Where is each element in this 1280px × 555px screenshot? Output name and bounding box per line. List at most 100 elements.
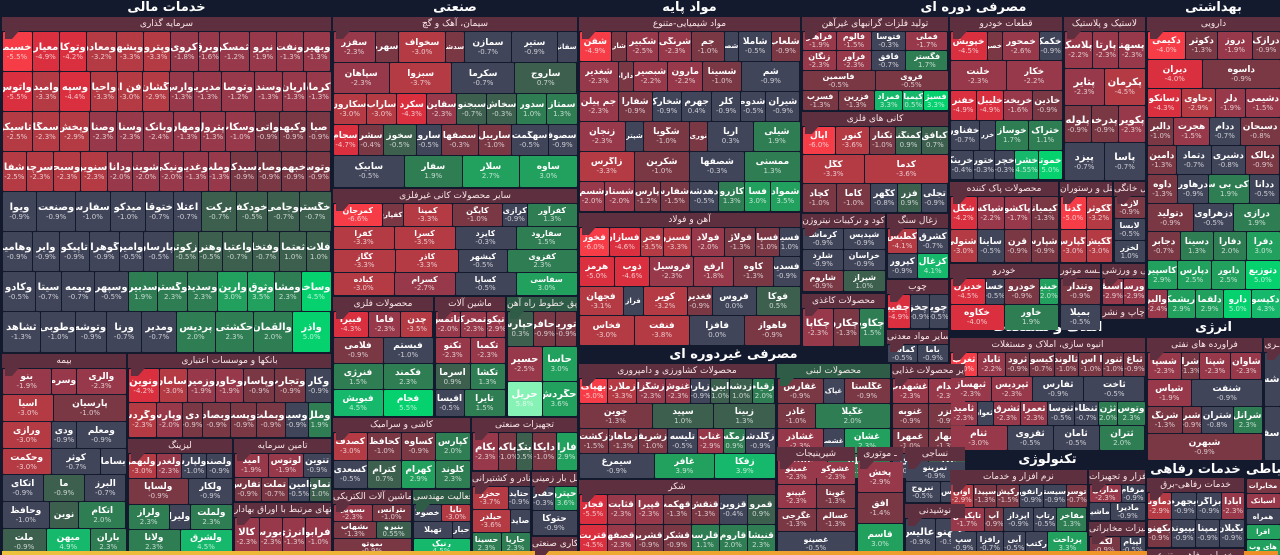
stock-cell[interactable]: ساراب -3.0% [367, 93, 397, 125]
stock-cell[interactable]: فاراک2.9% [556, 432, 577, 470]
stock-cell[interactable]: شگویا -1.0% [643, 121, 689, 151]
stock-cell[interactable]: ولانا 2.3% [128, 530, 180, 555]
stock-cell[interactable]: درازی 1.9% [1234, 203, 1280, 232]
stock-cell[interactable]: شساخت [1264, 352, 1280, 406]
stock-cell[interactable]: شنفت -0.9% [1191, 379, 1262, 406]
stock-cell[interactable]: اپال -6.0% [802, 126, 836, 155]
stock-cell[interactable]: شسینا -1.0% [702, 61, 742, 91]
stock-cell[interactable]: کمرجان -6.6% [333, 203, 383, 226]
stock-cell[interactable]: کپارس 2.0% [436, 432, 470, 460]
stock-cell[interactable]: سیدکو-0.9% [230, 151, 257, 191]
stock-cell[interactable]: حگردش 3.6% [542, 381, 577, 416]
stock-cell[interactable]: حسینا 2.3% [472, 532, 501, 555]
stock-cell[interactable]: سیتا -0.7% [35, 272, 62, 312]
stock-cell[interactable]: سیستم-0.9% [1043, 484, 1066, 508]
stock-cell[interactable]: سقاین -2.3% [427, 93, 457, 125]
stock-cell[interactable]: میدکو -1.0% [110, 192, 145, 232]
stock-cell[interactable]: گکیش -3.0% [1086, 229, 1112, 262]
stock-cell[interactable]: گپارس -3.0% [1060, 229, 1086, 262]
stock-cell[interactable]: ونفت -1.3% [277, 31, 304, 71]
stock-cell[interactable]: ثرود -0.9% [1005, 352, 1030, 376]
stock-cell[interactable]: وجامی -0.7% [268, 192, 299, 232]
stock-cell[interactable]: حسیر -2.5% [507, 346, 542, 381]
stock-cell[interactable]: ثاباد -2.2% [978, 352, 1005, 376]
stock-cell[interactable]: ثامان -0.5% [1053, 426, 1099, 450]
stock-cell[interactable]: قزوین -0.4% [719, 494, 747, 524]
stock-cell[interactable]: سخوز -0.5% [383, 125, 416, 156]
stock-cell[interactable]: سشرق-0.4% [358, 125, 383, 156]
stock-cell[interactable]: پدرخش-0.9% [1091, 106, 1118, 143]
stock-cell[interactable]: دسبحان -0.8% [1240, 117, 1280, 146]
stock-cell[interactable]: اسیاتک [1246, 493, 1280, 509]
stock-cell[interactable]: کباده -3.0% [333, 272, 394, 295]
sector-title[interactable]: انرژی [1195, 320, 1232, 335]
stock-cell[interactable]: والری -2.3% [77, 368, 126, 395]
stock-cell[interactable]: انرژی۳-1.3% [283, 517, 306, 555]
stock-cell[interactable]: آبین 1.0% [710, 378, 730, 403]
stock-cell[interactable]: وخاور -1.9% [215, 368, 244, 402]
stock-cell[interactable]: فرآور -2.3% [837, 51, 871, 70]
stock-cell[interactable]: سدشت [445, 31, 465, 62]
stock-cell[interactable]: کگاز -3.3% [333, 249, 396, 272]
stock-cell[interactable]: کرازی -0.9% [502, 203, 527, 226]
stock-cell[interactable]: شبهرن -0.9% [1147, 433, 1262, 460]
stock-cell[interactable]: دحاوی -2.9% [1181, 88, 1215, 117]
stock-cell[interactable]: فسا 3.0% [745, 181, 771, 211]
stock-cell[interactable]: وبهیر -1.3% [304, 31, 331, 71]
stock-cell[interactable]: سخاش -0.3% [487, 93, 517, 125]
stock-cell[interactable]: همراه [1246, 509, 1280, 524]
stock-cell[interactable]: غشوکو -2.3% [816, 461, 855, 484]
stock-cell[interactable]: فبیرا -4.3% [333, 311, 369, 337]
stock-cell[interactable]: میهن 4.9% [46, 528, 90, 555]
stock-cell[interactable]: فگستر 1.7% [906, 51, 948, 70]
stock-cell[interactable]: وبملت -0.9% [257, 403, 285, 437]
industry-header[interactable]: ـ از طریق خطوط راه آهن [507, 297, 577, 311]
stock-cell[interactable]: حیلدر -3.6% [472, 509, 510, 532]
stock-cell[interactable]: ثفارس -0.9% [1032, 377, 1084, 401]
stock-cell[interactable]: وسندوق-1.3% [255, 71, 282, 111]
industry-header[interactable]: ـهنگی و ورزشی [1102, 264, 1145, 278]
stock-cell[interactable]: دلقما 2.9% [1196, 289, 1224, 318]
stock-cell[interactable]: خلنت -2.3% [950, 61, 1006, 91]
industry-header[interactable]: چوب [887, 280, 948, 294]
stock-cell[interactable]: دیران -4.0% [1147, 60, 1203, 88]
industry-header[interactable]: کانی های فلزی [802, 112, 948, 126]
stock-cell[interactable]: کلر -0.9% [711, 91, 741, 121]
stock-cell[interactable]: نبروج -0.5% [905, 482, 940, 502]
stock-cell[interactable]: دابور 2.5% [1211, 261, 1246, 289]
stock-cell[interactable]: سرچشمه-2.3% [27, 151, 54, 191]
stock-cell[interactable]: خودکفا-0.5% [236, 192, 268, 232]
stock-cell[interactable]: پکرمان -4.5% [1105, 68, 1145, 105]
stock-cell[interactable]: تکشا 1.3% [470, 364, 505, 390]
stock-cell[interactable]: کیمیاتک-1.3% [1031, 196, 1058, 229]
stock-cell[interactable]: شپنا -2.3% [1199, 352, 1231, 379]
stock-cell[interactable]: ثامید -2.3% [950, 401, 977, 425]
stock-cell[interactable]: فسیژ 3.3% [924, 90, 948, 110]
stock-cell[interactable]: آبادا -2.3% [1222, 492, 1244, 519]
stock-cell[interactable]: وفتخار-0.7% [252, 232, 280, 272]
stock-cell[interactable]: وثوق 3.5% [248, 272, 274, 312]
stock-cell[interactable]: پسهند-2.3% [1119, 31, 1145, 68]
stock-cell[interactable]: کسعدی -0.5% [333, 460, 367, 488]
stock-cell[interactable]: فرابورس-1.0% [306, 517, 331, 555]
stock-cell[interactable]: فافزا 0.0% [690, 316, 745, 345]
stock-cell[interactable]: سبزوا -3.7% [389, 62, 452, 93]
stock-cell[interactable]: هجرت -1.5% [1174, 117, 1209, 146]
stock-cell[interactable]: سهگمت -0.5% [511, 125, 548, 156]
stock-cell[interactable]: ساوه 3.0% [520, 156, 577, 187]
stock-cell[interactable]: سفاسی 3.0% [516, 272, 577, 295]
stock-cell[interactable]: فولاژ -1.3% [725, 227, 755, 256]
stock-cell[interactable]: گشان -2.9% [142, 71, 169, 111]
stock-cell[interactable]: بپیوند -0.9% [1171, 520, 1195, 547]
stock-cell[interactable]: اسرما 0.9% [435, 364, 470, 390]
stock-cell[interactable]: پتایر -2.3% [1064, 68, 1104, 105]
stock-cell[interactable]: ممسنی 1.3% [745, 151, 800, 181]
stock-cell[interactable]: قشرین-0.9% [635, 525, 663, 555]
stock-cell[interactable]: خشرق4.55% [1015, 150, 1038, 180]
stock-cell[interactable]: های وب [1246, 540, 1280, 555]
stock-cell[interactable]: بمیلا -0.5% [1060, 304, 1100, 330]
stock-cell[interactable]: خودرو -0.9% [1004, 278, 1040, 304]
stock-cell[interactable]: بزاگرس-0.9% [1197, 492, 1222, 519]
stock-cell[interactable]: قنقش -1.3% [691, 494, 719, 524]
